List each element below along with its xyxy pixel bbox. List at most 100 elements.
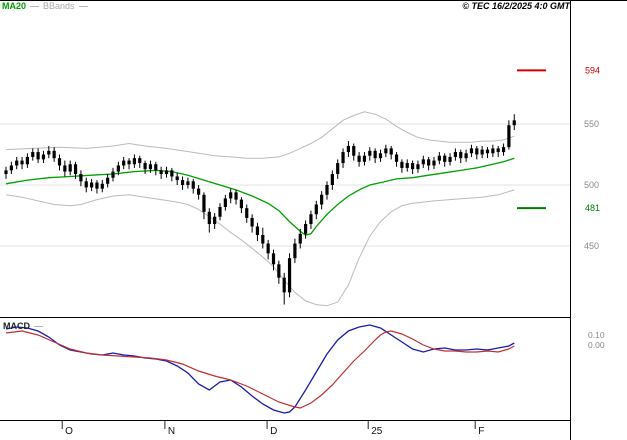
candlestick <box>357 152 361 167</box>
price-tick-label: 500 <box>584 180 599 190</box>
candlestick <box>346 141 350 157</box>
candlestick <box>245 204 249 223</box>
resistance-price-label: 594 <box>585 65 600 75</box>
candlestick <box>437 152 441 165</box>
candlestick <box>362 152 367 166</box>
candlestick <box>427 156 431 171</box>
candlestick <box>79 170 83 187</box>
candlestick <box>73 161 78 179</box>
candlestick <box>234 189 238 205</box>
bollinger-lower-line <box>5 189 515 307</box>
candlestick <box>400 159 404 173</box>
candlestick <box>384 144 388 157</box>
candlestick <box>341 148 345 168</box>
candlestick <box>485 147 490 159</box>
candlestick <box>95 180 99 194</box>
candlestick <box>507 120 511 150</box>
candlestick <box>84 177 88 193</box>
candlestick <box>106 174 110 188</box>
candlestick <box>448 153 452 166</box>
candlestick <box>432 156 436 170</box>
candlestick <box>170 167 174 182</box>
month-label: N <box>168 426 175 437</box>
candlestick <box>164 166 169 178</box>
candlestick <box>138 155 142 168</box>
candlestick <box>496 145 500 157</box>
macd-tick-label: 0.00 <box>588 340 605 350</box>
candlestick <box>207 208 211 233</box>
support-price-label: 481 <box>585 203 600 213</box>
candlestick <box>464 149 468 162</box>
candlestick <box>293 238 297 264</box>
candlestick <box>459 149 463 164</box>
month-label: 25 <box>371 426 383 437</box>
month-label: D <box>270 426 277 437</box>
ma20-legend-label: MA20 <box>2 1 27 11</box>
price-tick-label: 450 <box>584 241 599 251</box>
candlestick <box>325 181 329 200</box>
macd-legend-dash-icon <box>34 325 43 327</box>
candlestick <box>191 178 195 194</box>
candlestick <box>25 153 29 168</box>
candlestick <box>9 161 13 175</box>
macd-pane-legend: MACD <box>3 321 43 331</box>
candlestick <box>314 200 318 220</box>
candlestick <box>271 249 276 271</box>
candlestick <box>116 161 120 176</box>
candlestick <box>405 159 409 172</box>
candlestick <box>148 160 153 173</box>
candlestick <box>309 210 313 229</box>
candlestick <box>261 227 265 249</box>
candlestick <box>154 161 158 176</box>
candlestick <box>250 214 254 233</box>
candlestick <box>443 153 447 167</box>
macd-tick-label: 0.10 <box>588 330 605 340</box>
candlestick <box>111 167 115 182</box>
candlestick <box>31 148 35 161</box>
candlestick <box>480 145 484 159</box>
candlestick <box>277 260 281 284</box>
candlestick <box>127 158 131 170</box>
candlestick <box>202 192 206 220</box>
candlestick <box>175 172 179 185</box>
candlestick <box>320 191 324 210</box>
candlestick <box>63 160 67 177</box>
candlestick <box>352 143 356 161</box>
series-layer <box>4 69 546 414</box>
candlestick <box>298 228 302 249</box>
candlestick <box>453 148 457 161</box>
candlestick <box>287 253 292 298</box>
macd-line <box>5 324 515 414</box>
candlestick <box>41 150 46 164</box>
candlestick <box>378 149 383 162</box>
candlestick <box>416 160 420 173</box>
macd-signal-line <box>5 330 515 409</box>
candlestick <box>266 239 270 260</box>
candlestick <box>68 160 72 176</box>
candlestick <box>239 197 243 214</box>
candlestick <box>373 148 377 164</box>
bbands-legend-dash-icon <box>78 6 88 7</box>
candlestick <box>304 220 308 239</box>
candlestick <box>411 160 415 175</box>
candlestick <box>512 114 516 131</box>
candlestick <box>4 166 8 179</box>
candlestick <box>186 177 190 189</box>
candlestick <box>229 188 233 204</box>
candlestick <box>90 178 94 192</box>
candlestick <box>159 166 163 179</box>
candlestick <box>330 170 334 190</box>
bollinger-upper-line <box>5 111 515 159</box>
candlestick <box>122 156 126 170</box>
candlestick <box>213 213 217 229</box>
candlestick <box>475 145 479 160</box>
candlestick <box>218 203 222 221</box>
candlestick <box>143 160 147 175</box>
candlestick <box>336 159 340 179</box>
candlestick <box>36 148 40 164</box>
copyright-text: © TEC 16/2/2025 4:0 GMT <box>462 1 570 11</box>
candlestick <box>469 144 474 157</box>
candlestick <box>197 185 201 200</box>
